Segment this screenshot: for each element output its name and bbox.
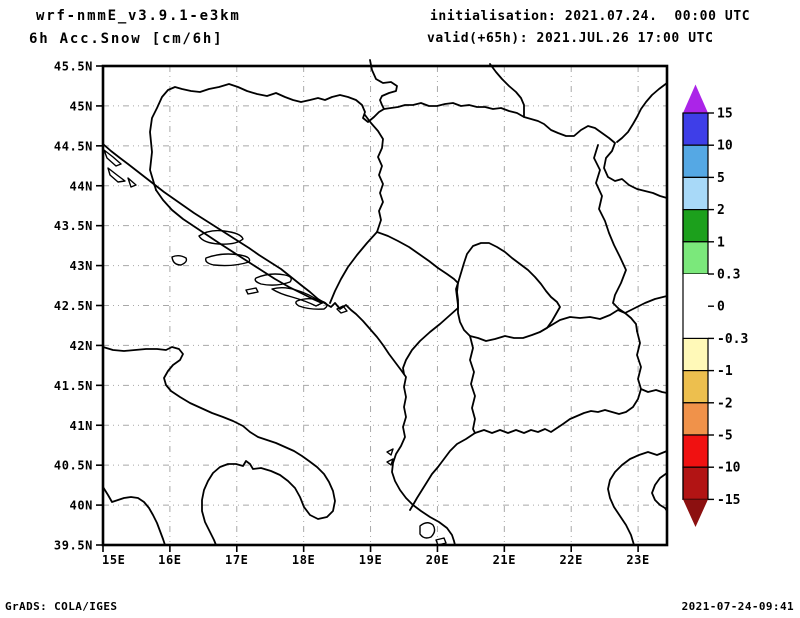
colorbar-tick-label: 10 xyxy=(717,139,733,154)
coastline-italy-southwest xyxy=(103,487,165,545)
colorbar-block xyxy=(683,177,708,209)
colorbar-tick-label: -5 xyxy=(717,429,733,444)
x-tick-label: 15E xyxy=(102,553,125,567)
y-tick-label: 43.5N xyxy=(54,219,93,233)
x-tick-label: 22E xyxy=(559,553,582,567)
border-croatia-bosnia xyxy=(156,190,322,303)
border-branch-top-18e xyxy=(370,60,397,109)
map-plot-canvas: 15E 16E 17E 18E 19E 20E 21E 22E 23E 45.5N 45N 44.5N… xyxy=(0,0,800,618)
grads-credit: GrADS: COLA/IGES xyxy=(5,600,117,613)
colorbar-tick-label: -15 xyxy=(717,493,740,508)
colorbar-block xyxy=(683,371,708,403)
creation-timestamp: 2021-07-24-09:41 xyxy=(682,600,794,613)
islands-adriatic xyxy=(104,150,446,545)
colorbar-tick-label: 15 xyxy=(717,107,733,122)
border-albania-macedonia xyxy=(470,336,475,433)
colorbar-block xyxy=(683,338,708,370)
lat-lon-gridlines xyxy=(103,66,667,545)
border-bulgaria-east-edge xyxy=(625,296,667,313)
colorbar-block xyxy=(683,467,708,499)
coastline-adriatic-east xyxy=(103,144,455,545)
colorbar-block xyxy=(683,113,708,145)
x-tick-label: 17E xyxy=(225,553,248,567)
x-tick-label: 21E xyxy=(493,553,516,567)
colorbar-block xyxy=(683,403,708,435)
geography-layer xyxy=(103,60,667,545)
colorbar-tick-label: 5 xyxy=(717,171,725,186)
y-tick-label: 43N xyxy=(70,259,93,273)
colorbar-tick-label: -0.3 xyxy=(717,332,748,347)
border-macedonia-east-greece-bulgaria xyxy=(637,331,667,393)
y-tick-label: 41.5N xyxy=(54,379,93,393)
y-tick-label: 39.5N xyxy=(54,539,93,553)
border-drina-bosnia-serbia xyxy=(365,115,383,232)
colorbar-tick-label: -2 xyxy=(717,396,733,411)
border-bosnia-montenegro xyxy=(330,232,377,303)
border-macedonia-north xyxy=(540,310,637,332)
border-greece-albania xyxy=(410,433,475,510)
border-serbia-bulgaria xyxy=(594,145,626,313)
colorbar-block xyxy=(683,242,708,274)
colorbar-block xyxy=(683,210,708,242)
y-tick-label: 42.5N xyxy=(54,299,93,313)
y-tick-label: 44.5N xyxy=(54,139,93,153)
colorbar-tick-label: 0.3 xyxy=(717,268,740,283)
coastline-italy xyxy=(103,347,335,545)
x-tick-label: 23E xyxy=(626,553,649,567)
y-tick-label: 41N xyxy=(70,419,93,433)
grads-plot-page: wrf-nmmE_v3.9.1-e3km 6h Acc.Snow [cm/6h]… xyxy=(0,0,800,618)
colorbar-block xyxy=(683,274,708,306)
y-tick-label: 44N xyxy=(70,179,93,193)
axis-ticks-and-labels: 15E 16E 17E 18E 19E 20E 21E 22E 23E 45.5N 45N 44.5N… xyxy=(54,60,650,568)
x-tick-label: 16E xyxy=(158,553,181,567)
colorbar-legend: 15 10 5 2 1 0.3 0 -0.3 -1 -2 -5 -10 -15 xyxy=(683,85,748,528)
colorbar-arrow-up xyxy=(683,85,708,114)
colorbar-tick-label: 1 xyxy=(717,235,725,250)
colorbar-block xyxy=(683,145,708,177)
colorbar-arrow-down xyxy=(683,499,708,527)
border-kosovo xyxy=(456,243,560,341)
y-tick-label: 45.5N xyxy=(54,60,93,74)
border-sava-danube xyxy=(150,84,667,198)
y-tick-label: 40N xyxy=(70,499,93,513)
colorbar-block xyxy=(683,435,708,467)
colorbar-block xyxy=(683,306,708,338)
x-tick-label: 18E xyxy=(292,553,315,567)
colorbar-tick-label: -1 xyxy=(717,364,733,379)
border-northeast-corner xyxy=(617,83,667,142)
y-tick-label: 42N xyxy=(70,339,93,353)
x-tick-label: 19E xyxy=(359,553,382,567)
y-tick-label: 40.5N xyxy=(54,459,93,473)
border-montenegro-serbia xyxy=(377,232,458,308)
colorbar-tick-label: 2 xyxy=(717,203,725,218)
border-montenegro-albania xyxy=(403,308,458,374)
y-tick-label: 45N xyxy=(70,99,93,113)
colorbar-tick-label: 0 xyxy=(717,300,725,315)
x-tick-label: 20E xyxy=(426,553,449,567)
colorbar-tick-label: -10 xyxy=(717,461,741,476)
border-macedonia-greece xyxy=(475,389,641,433)
